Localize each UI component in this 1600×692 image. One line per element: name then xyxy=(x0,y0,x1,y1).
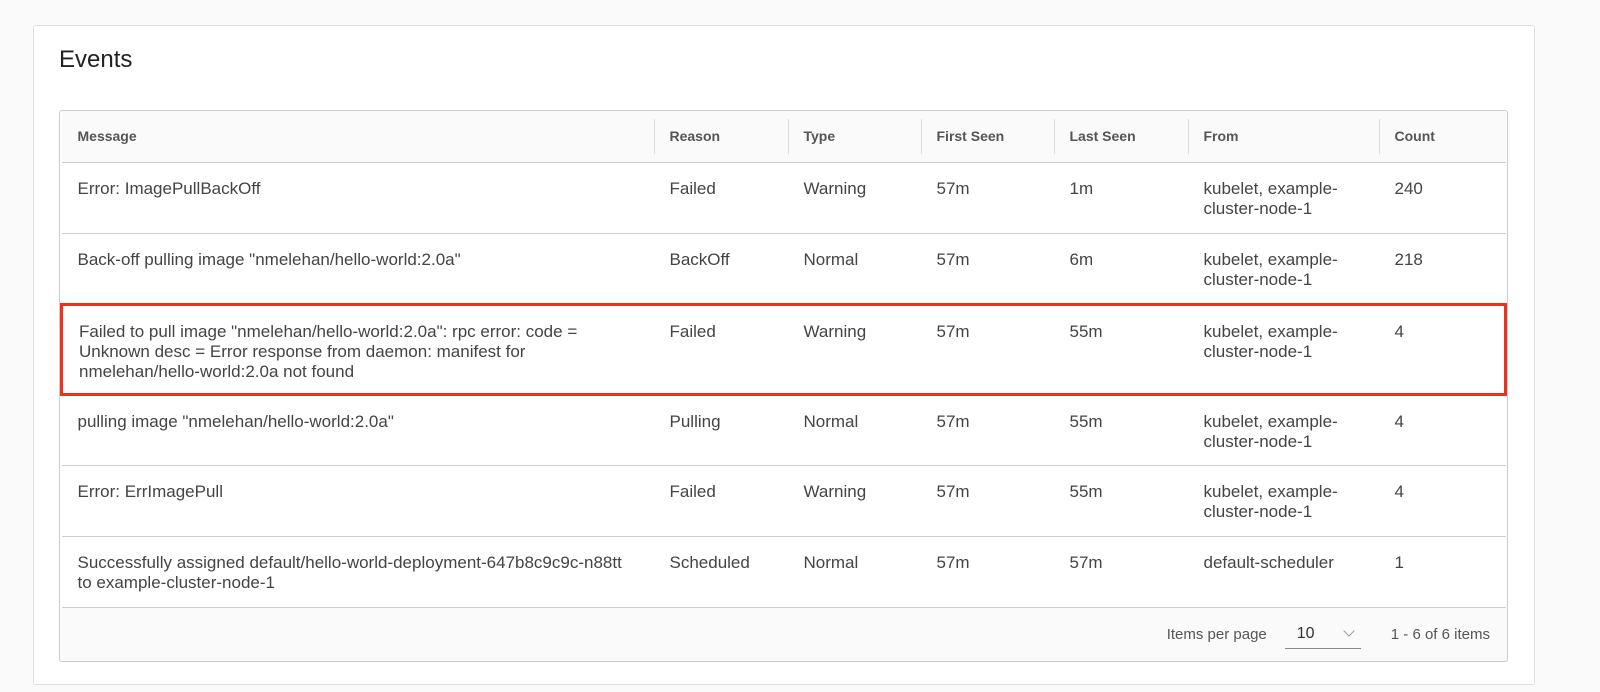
column-header-from[interactable]: From xyxy=(1187,111,1379,163)
cell-type: Normal xyxy=(787,536,921,608)
cell-message: Back-off pulling image "nmelehan/hello-w… xyxy=(61,233,654,305)
cell-last-seen: 6m xyxy=(1053,233,1188,305)
cell-first-seen: 57m xyxy=(920,465,1054,537)
events-table: Message Reason Type First Seen Last Seen From… xyxy=(59,110,1508,662)
cell-type: Normal xyxy=(787,233,921,305)
column-header-last-seen[interactable]: Last Seen xyxy=(1053,111,1188,163)
cell-message: pulling image "nmelehan/hello-world:2.0a… xyxy=(61,394,654,466)
cell-last-seen: 55m xyxy=(1053,302,1188,396)
cell-from: kubelet, example-cluster-node-1 xyxy=(1187,162,1379,234)
cell-type: Warning xyxy=(787,162,921,234)
items-per-page-select[interactable]: 10 xyxy=(1284,619,1361,649)
cell-message: Error: ImagePullBackOff xyxy=(61,162,654,234)
table-row: Failed to pull image "nmelehan/hello-wor… xyxy=(60,302,1507,396)
cell-count: 240 xyxy=(1378,162,1506,234)
cell-reason: Pulling xyxy=(653,394,788,466)
table-row: Successfully assigned default/hello-worl… xyxy=(61,536,1506,608)
cell-type: Warning xyxy=(787,302,921,396)
cell-type: Warning xyxy=(787,465,921,537)
cell-reason: Scheduled xyxy=(653,536,788,608)
column-header-message[interactable]: Message xyxy=(61,111,654,163)
cell-type: Normal xyxy=(787,394,921,466)
cell-count: 1 xyxy=(1378,536,1506,608)
items-per-page-label: Items per page xyxy=(1166,625,1267,643)
cell-count: 4 xyxy=(1378,465,1506,537)
cell-from: kubelet, example-cluster-node-1 xyxy=(1187,302,1379,396)
pagination-footer: Items per page 10 1 - 6 of 6 items xyxy=(60,607,1507,661)
cell-message: Failed to pull image "nmelehan/hello-wor… xyxy=(60,302,654,396)
cell-count: 4 xyxy=(1378,302,1507,396)
pagination-range: 1 - 6 of 6 items xyxy=(1390,625,1490,643)
cell-count: 4 xyxy=(1378,394,1506,466)
cell-last-seen: 55m xyxy=(1053,465,1188,537)
cell-first-seen: 57m xyxy=(920,162,1054,234)
cell-message: Successfully assigned default/hello-worl… xyxy=(61,536,654,608)
cell-last-seen: 1m xyxy=(1053,162,1188,234)
cell-first-seen: 57m xyxy=(920,536,1054,608)
column-header-reason[interactable]: Reason xyxy=(653,111,788,163)
cell-reason: Failed xyxy=(653,302,788,396)
cell-from: kubelet, example-cluster-node-1 xyxy=(1187,233,1379,305)
cell-reason: BackOff xyxy=(653,233,788,305)
cell-reason: Failed xyxy=(653,162,788,234)
cell-count: 218 xyxy=(1378,233,1506,305)
table-row: Back-off pulling image "nmelehan/hello-w… xyxy=(61,233,1506,305)
column-header-count[interactable]: Count xyxy=(1378,111,1506,163)
events-card: Events Message Reason Type First Seen Last S… xyxy=(33,25,1535,685)
items-per-page-value: 10 xyxy=(1296,624,1315,642)
table-row: Error: ImagePullBackOff Failed Warning 57m 1… xyxy=(61,162,1506,234)
table-row: pulling image "nmelehan/hello-world:2.0a… xyxy=(61,394,1506,466)
cell-first-seen: 57m xyxy=(920,233,1054,305)
cell-first-seen: 57m xyxy=(920,302,1054,396)
section-title: Events xyxy=(59,46,133,73)
cell-first-seen: 57m xyxy=(920,394,1054,466)
column-header-first-seen[interactable]: First Seen xyxy=(920,111,1054,163)
cell-from: kubelet, example-cluster-node-1 xyxy=(1187,394,1379,466)
cell-last-seen: 55m xyxy=(1053,394,1188,466)
cell-message: Error: ErrImagePull xyxy=(61,465,654,537)
cell-from: kubelet, example-cluster-node-1 xyxy=(1187,465,1379,537)
chevron-down-icon xyxy=(1343,625,1355,637)
column-header-type[interactable]: Type xyxy=(787,111,921,163)
cell-from: default-scheduler xyxy=(1187,536,1379,608)
table-row: Error: ErrImagePull Failed Warning 57m 55m ku… xyxy=(61,465,1506,537)
cell-reason: Failed xyxy=(653,465,788,537)
cell-last-seen: 57m xyxy=(1053,536,1188,608)
